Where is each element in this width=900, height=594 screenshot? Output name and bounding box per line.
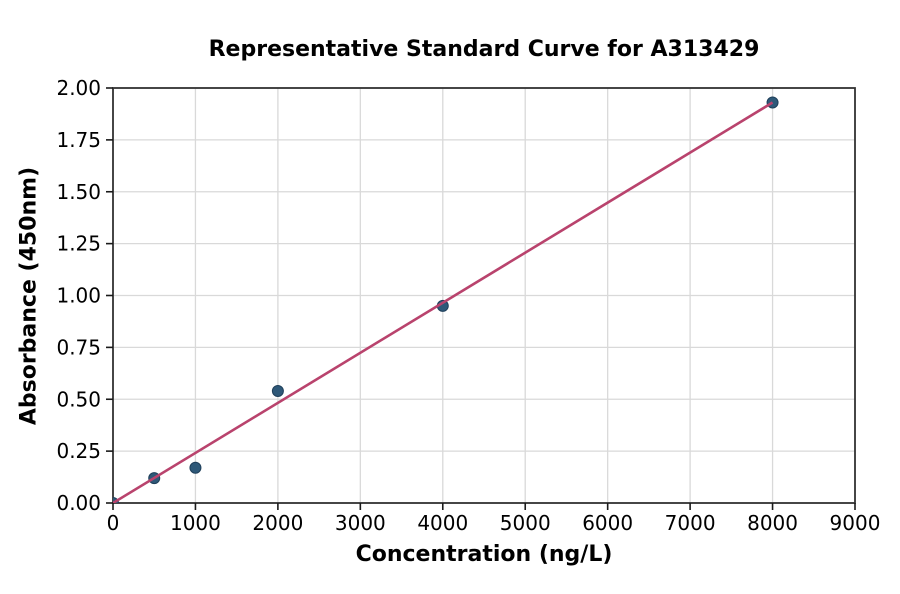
y-tick-label: 1.75	[56, 128, 101, 152]
x-tick-label: 7000	[665, 511, 716, 535]
x-tick-label: 8000	[747, 511, 798, 535]
fit-line	[113, 101, 774, 503]
data-point	[189, 461, 202, 474]
y-tick-label: 0.25	[56, 439, 101, 463]
y-tick-label: 2.00	[56, 76, 101, 100]
data-point	[271, 384, 284, 397]
x-tick-label: 9000	[830, 511, 881, 535]
x-tick-label: 1000	[170, 511, 221, 535]
y-tick-label: 1.00	[56, 284, 101, 308]
x-tick-label: 3000	[335, 511, 386, 535]
x-tick-label: 5000	[500, 511, 551, 535]
y-tick-label: 0.75	[56, 335, 101, 359]
y-tick-label: 1.25	[56, 232, 101, 256]
y-tick-label: 0.50	[56, 387, 101, 411]
chart-title: Representative Standard Curve for A31342…	[208, 37, 760, 62]
x-tick-label: 0	[107, 511, 120, 535]
x-tick-label: 4000	[417, 511, 468, 535]
y-tick-label: 1.50	[56, 180, 101, 204]
x-tick-label: 2000	[252, 511, 303, 535]
data-series	[113, 96, 779, 503]
y-axis-label: Absorbance (450nm)	[16, 166, 42, 426]
y-tick-label: 0.00	[56, 491, 101, 515]
x-axis-label: Concentration (ng/L)	[355, 542, 613, 567]
x-tick-label: 6000	[582, 511, 633, 535]
